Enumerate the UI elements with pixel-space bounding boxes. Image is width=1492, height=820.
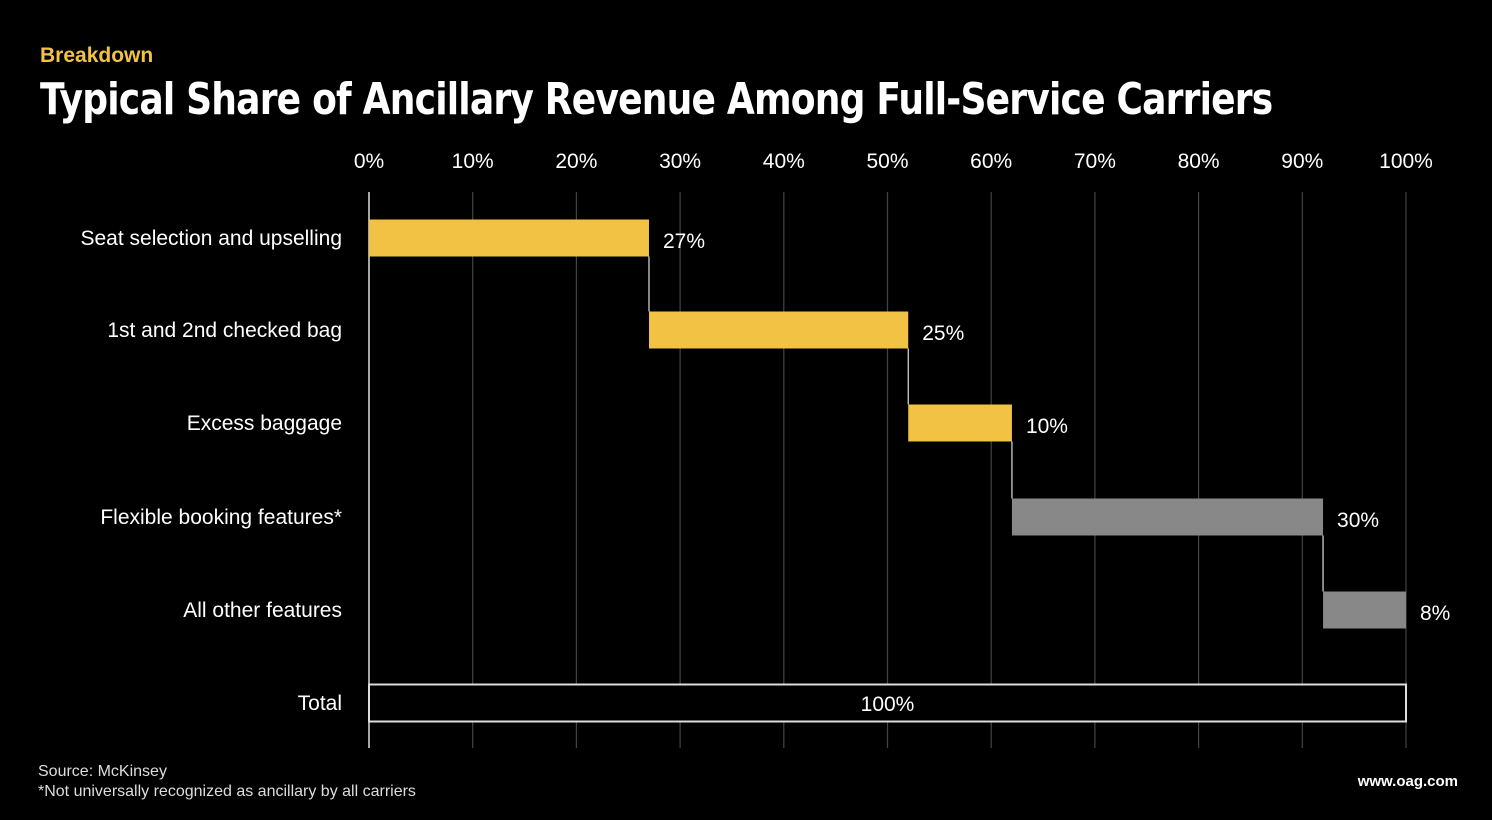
bar: [1323, 591, 1406, 629]
data-label: 27%: [663, 230, 705, 253]
x-tick-label: 30%: [659, 150, 701, 173]
bar: [908, 404, 1012, 442]
x-tick-label: 90%: [1281, 150, 1323, 173]
x-tick-label: 70%: [1074, 150, 1116, 173]
bar: [1011, 498, 1324, 536]
website-url: www.oag.com: [1357, 773, 1458, 790]
x-tick-label: 50%: [866, 150, 908, 173]
x-tick-label: 100%: [1379, 150, 1433, 173]
source-note: Source: McKinsey: [38, 763, 167, 780]
footnote: *Not universally recognized as ancillary…: [38, 783, 416, 800]
x-tick-label: 20%: [555, 150, 597, 173]
category-label: Flexible booking features*: [100, 506, 342, 529]
category-label: Excess baggage: [187, 412, 342, 435]
chart-title: Typical Share of Ancillary Revenue Among…: [40, 74, 1273, 125]
category-label: 1st and 2nd checked bag: [107, 319, 342, 342]
data-label: 30%: [1337, 509, 1379, 532]
x-tick-label: 80%: [1178, 150, 1220, 173]
bar: [369, 219, 649, 257]
x-tick-label: 40%: [763, 150, 805, 173]
category-label: Total: [298, 692, 342, 715]
category-label: Seat selection and upselling: [80, 227, 342, 250]
chart-kicker: Breakdown: [40, 44, 154, 67]
category-label: All other features: [183, 599, 342, 622]
x-tick-label: 10%: [452, 150, 494, 173]
data-label: 8%: [1420, 602, 1450, 625]
bar: [648, 311, 909, 349]
x-tick-label: 60%: [970, 150, 1012, 173]
data-label: 100%: [861, 693, 915, 716]
data-label: 10%: [1026, 415, 1068, 438]
data-label: 25%: [922, 322, 964, 345]
x-tick-label: 0%: [354, 150, 384, 173]
bar-total: [368, 683, 1407, 723]
